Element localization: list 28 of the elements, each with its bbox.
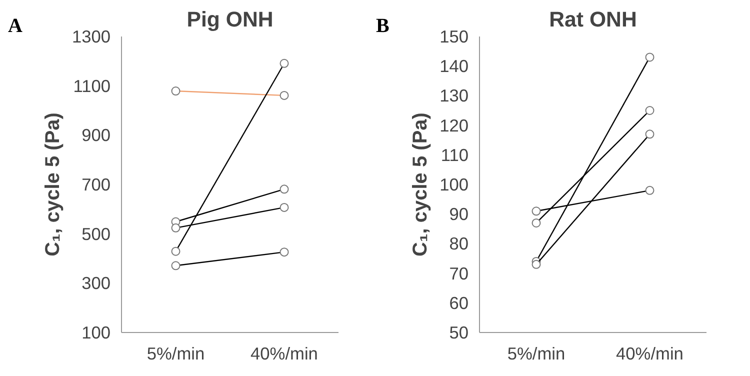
y-tick-label: 500 — [82, 224, 111, 244]
y-tick-label: 70 — [449, 263, 469, 284]
y-tick-label: 1100 — [73, 76, 111, 96]
y-tick-label: 100 — [440, 174, 469, 194]
y-tick-label: 700 — [82, 174, 111, 194]
y-axis-title: C₁, cycle 5 (Pa) — [42, 112, 64, 256]
x-tick-label: 5%/min — [146, 344, 205, 364]
y-tick-label: 80 — [449, 234, 469, 254]
y-tick-label: 110 — [440, 144, 469, 165]
chart-title: Pig ONH — [186, 8, 274, 32]
y-tick-label: 120 — [440, 115, 469, 136]
x-tick-label: 40%/min — [616, 344, 684, 364]
y-tick-label: 50 — [449, 322, 469, 342]
y-tick-label: 1300 — [72, 26, 111, 46]
x-tick-label: 40%/min — [250, 344, 318, 364]
y-tick-label: 150 — [440, 26, 469, 46]
text: A — [8, 14, 22, 39]
y-tick-label: 100 — [82, 322, 111, 342]
y-tick-label: 60 — [449, 292, 469, 313]
text: B — [376, 14, 390, 39]
y-tick-label: 140 — [440, 56, 469, 76]
y-tick-label: 300 — [82, 273, 111, 294]
x-tick-label: 5%/min — [507, 344, 566, 364]
chart-title: Rat ONH — [549, 8, 637, 32]
y-tick-label: 900 — [82, 125, 111, 146]
y-axis-title: C₁, cycle 5 (Pa) — [410, 112, 432, 256]
y-tick-label: 130 — [440, 86, 469, 106]
y-tick-label: 90 — [449, 204, 469, 224]
